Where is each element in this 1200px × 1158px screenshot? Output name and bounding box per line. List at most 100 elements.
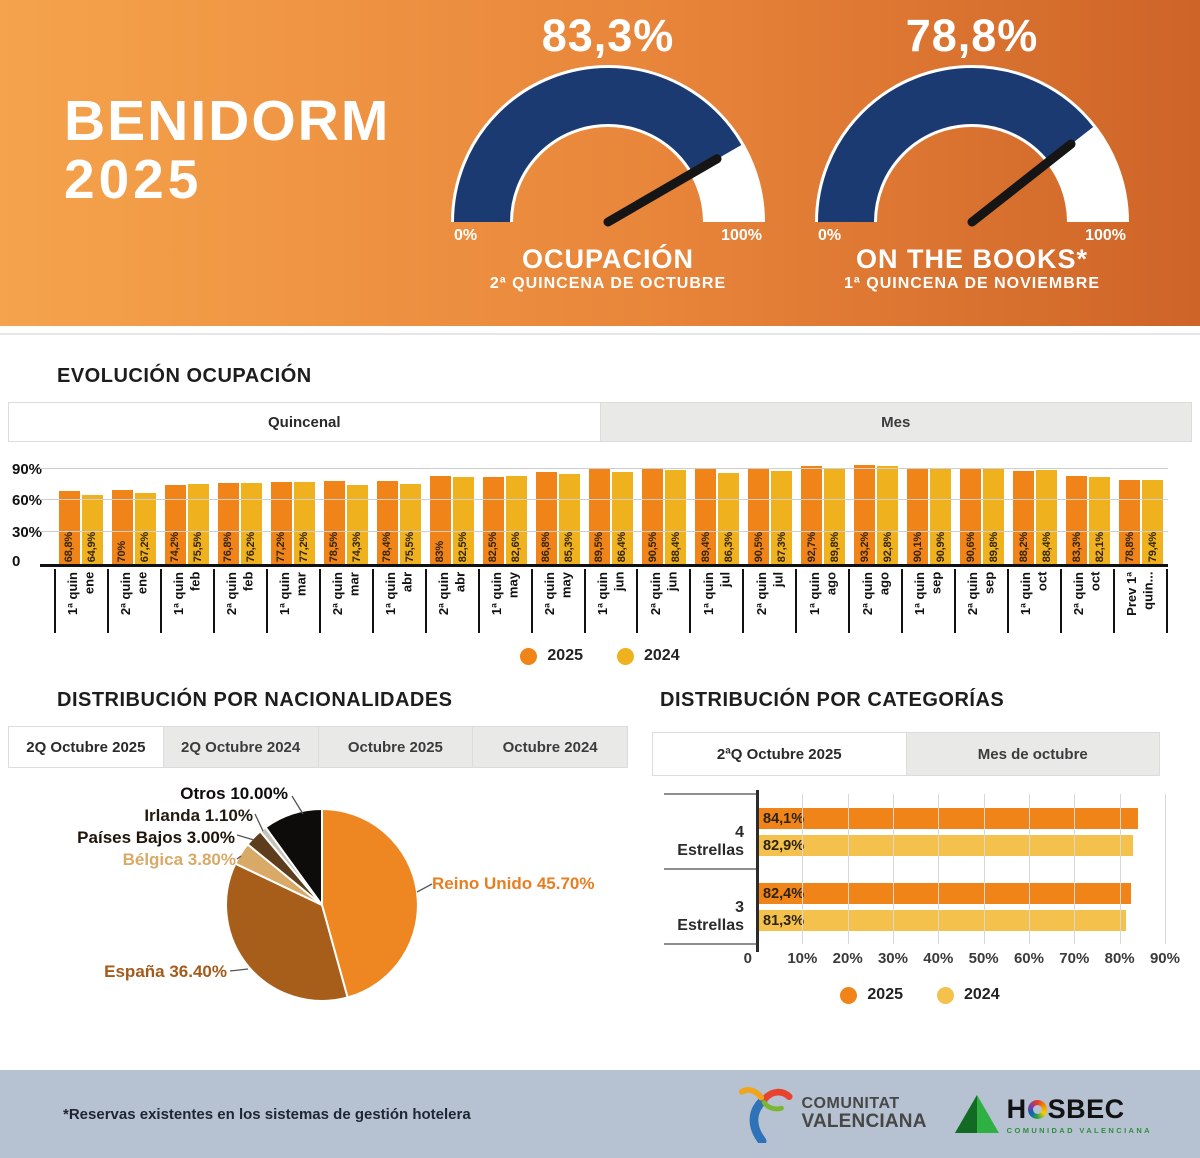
- hosbec-sbec: SBEC: [1047, 1093, 1125, 1124]
- x-axis-label-cell: 1ª quin mar: [265, 569, 319, 633]
- bar-value-label: 82,4%: [763, 885, 805, 902]
- bar-group: 89,5% 86,4%: [584, 469, 637, 564]
- nacionalidades-tab-octubre-2024[interactable]: Octubre 2024: [473, 727, 627, 767]
- bar-value-label: 88,4%: [669, 531, 682, 562]
- bar-value-label: 87,3%: [775, 531, 788, 562]
- bar-2025: 70%: [111, 489, 133, 564]
- bar-value-label: 89,4%: [699, 531, 712, 562]
- x-axis-label-cell: 2ª quin ago: [848, 569, 901, 633]
- bar-2025: 86,8%: [535, 472, 557, 564]
- legend-dot-icon: [617, 647, 634, 665]
- x-axis-label-cell: 1ª quin ene: [54, 569, 107, 633]
- bar-value-label: 64,9%: [86, 531, 99, 562]
- categorias-tab-mes-de-octubre[interactable]: Mes de octubre: [906, 733, 1159, 775]
- gauge-max-label: 100%: [1085, 227, 1126, 242]
- bar-2025: 68,8%: [58, 491, 80, 564]
- pie-label-otros: Otros 10.00%: [180, 784, 288, 803]
- bar-value-label: 68,8%: [63, 531, 76, 562]
- gridline: [892, 794, 894, 944]
- bar-2025: 89,5%: [588, 469, 610, 564]
- x-axis-label: 2ª quin sep: [965, 572, 997, 616]
- pie-leader-line: [236, 834, 255, 841]
- footer-logos: COMUNITAT VALENCIANA H SBEC COMUNIDAD VAL…: [739, 1085, 1152, 1143]
- gridline: [983, 794, 985, 944]
- bar-value-label: 86,4%: [616, 531, 629, 562]
- x-axis-label-cell: 1ª quin oct: [1007, 569, 1060, 633]
- gridline: [40, 467, 1168, 469]
- categories-bar-chart: 84,1% 82,9% 82,4% 81,3% 4 Estrellas 3 Estrel…: [664, 790, 1180, 970]
- bar-value-label: 92,7%: [805, 531, 818, 562]
- x-axis-label: 1ª quin may: [488, 572, 521, 616]
- legend-item-2024: 2024: [937, 986, 1000, 1004]
- pie-leader-line: [236, 855, 242, 860]
- x-axis-label-cell: 2ª quin jul: [742, 569, 795, 633]
- bar-2024: 86,3%: [718, 472, 740, 564]
- x-axis-tick: 70%: [1059, 950, 1090, 967]
- x-axis-label-cell: 2ª quin sep: [954, 569, 1007, 633]
- nacionalidades-tab-2q-octubre-2025[interactable]: 2Q Octubre 2025: [9, 727, 164, 767]
- gauge-subtitle: 1ª QUINCENA DE NOVIEMBRE: [843, 275, 1101, 292]
- categorias-legend: 2025 2024: [640, 986, 1200, 1004]
- x-axis-ticks: 0 10% 20% 30% 40% 50% 60% 70% 80% 90%: [744, 944, 1180, 970]
- bar-value-label: 81,3%: [763, 912, 805, 929]
- pie-leader-line: [416, 883, 433, 893]
- bar-value-label: 82,5%: [457, 531, 470, 562]
- x-axis-tick: 20%: [832, 950, 863, 967]
- evolucion-tab-quincenal[interactable]: Quincenal: [9, 403, 601, 441]
- x-axis-label-cell: 2ª quin abr: [424, 569, 478, 633]
- bar-group: 74,2% 75,5%: [160, 483, 213, 564]
- x-axis-label: 2ª quin jun: [647, 572, 679, 616]
- bar-value-label: 86,8%: [540, 531, 553, 562]
- x-axis-label: 2ª quin oct: [1071, 572, 1103, 616]
- bar-2025: 82,5%: [482, 476, 504, 564]
- x-axis-line: [40, 564, 1168, 567]
- lower-panels: DISTRIBUCIÓN POR NACIONALIDADES 2Q Octub…: [0, 681, 1200, 1044]
- pie-slice-reino-unido: [321, 807, 419, 999]
- title-benidorm: BENIDORM: [64, 89, 391, 153]
- bar-2025: 77,2%: [270, 482, 292, 564]
- gauge-value: 83,3%: [541, 10, 675, 61]
- bar-value-label: 90,5%: [646, 531, 659, 562]
- gridline: [1119, 794, 1121, 944]
- y-axis: 90% 60% 30% 0: [10, 458, 50, 570]
- legend-dot-icon: [937, 986, 954, 1004]
- pie-leader-line: [229, 968, 249, 972]
- bar-group: 82,5% 82,6%: [478, 476, 531, 564]
- hosbec-logo: H SBEC COMUNIDAD VALENCIANA: [954, 1094, 1152, 1135]
- bar-2024: 75,5%: [399, 483, 421, 564]
- gauge-dial: 0% 100%: [451, 65, 765, 242]
- bar-value-label: 89,5%: [593, 531, 606, 562]
- section-title-nacionalidades: DISTRIBUCIÓN POR NACIONALIDADES: [57, 689, 453, 711]
- pie-slice-otros: [264, 807, 323, 909]
- bar-group: 88,2% 88,4%: [1009, 470, 1062, 564]
- divider: [0, 333, 1200, 335]
- x-axis-label: Prev 1ª quin...: [1124, 572, 1156, 616]
- nacionalidades-tab-octubre-2025[interactable]: Octubre 2025: [318, 727, 474, 767]
- page-title: BENIDORM 2025: [64, 89, 391, 208]
- x-axis-label: 2ª quin feb: [224, 572, 256, 616]
- pie-graphic: [225, 795, 433, 1002]
- x-axis-labels: 1ª quin ene 2ª quin ene 1ª quin feb 2ª quin…: [54, 569, 1169, 633]
- legend-item-2025: 2025: [520, 647, 583, 665]
- hosbec-wordmark: H SBEC: [1007, 1094, 1152, 1125]
- evolucion-bar-chart: 90% 60% 30% 0 68,8% 64,9% 70% 67,2% 74,2% 75,5% 7…: [10, 458, 1190, 633]
- nacionalidades-tab-2q-octubre-2024[interactable]: 2Q Octubre 2024: [163, 727, 319, 767]
- bar-value-label: 83,3%: [1070, 531, 1083, 562]
- bar-value-label: 76,2%: [245, 531, 258, 562]
- bar-2025: 78,4%: [376, 480, 398, 564]
- bar-value-label: 90,9%: [934, 531, 947, 562]
- x-axis-label-cell: Prev 1ª quin...: [1113, 569, 1169, 633]
- bar-value-label: 79,4%: [1146, 531, 1159, 562]
- plot-area: 84,1% 82,9% 82,4% 81,3%: [757, 794, 1177, 944]
- categorias-tab-2-q-octubre-2025[interactable]: 2ªQ Octubre 2025: [653, 733, 907, 775]
- bar-2024: 76,2%: [240, 483, 262, 564]
- bar-value-label: 93,2%: [858, 531, 871, 562]
- bar-2024: 81,3%: [757, 910, 1126, 931]
- x-axis-tick: 10%: [787, 950, 818, 967]
- header-banner: BENIDORM 2025 83,3% 0% 100% OCUPACIÓN 2ª…: [0, 0, 1200, 326]
- bar-value-label: 78,5%: [328, 531, 341, 562]
- evolucion-tab-mes[interactable]: Mes: [600, 403, 1191, 441]
- bar-value-label: 75,5%: [404, 531, 417, 562]
- bar-group: 78,4% 75,5%: [372, 480, 425, 564]
- x-axis-label-cell: 2ª quin ene: [106, 569, 160, 633]
